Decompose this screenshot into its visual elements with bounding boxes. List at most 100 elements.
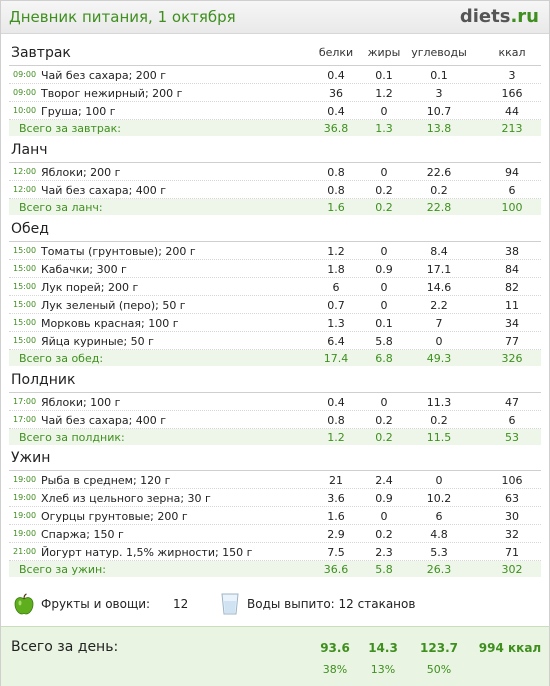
day-total-label: Всего за день: <box>11 639 119 655</box>
meal-total-fat: 0.2 <box>375 431 393 444</box>
food-name[interactable]: Чай без сахара; 400 г <box>41 414 167 427</box>
meal-total-fat: 6.8 <box>375 352 393 365</box>
food-carbs: 8.4 <box>430 245 448 258</box>
food-name[interactable]: Яблоки; 100 г <box>41 396 121 409</box>
food-time: 21:00 <box>13 547 37 556</box>
food-protein: 7.5 <box>327 546 345 559</box>
meal-total-row: Всего за обед: 17.4 6.8 49.3 326 <box>9 350 541 366</box>
food-row[interactable]: 19:00 Спаржа; 150 г 2.9 0.2 4.8 32 <box>9 525 541 543</box>
meal-total-kcal: 326 <box>501 352 523 365</box>
food-name[interactable]: Груша; 100 г <box>41 105 116 118</box>
food-name[interactable]: Творог нежирный; 200 г <box>41 87 183 100</box>
food-time: 09:00 <box>13 70 37 79</box>
meal-total-row: Всего за полдник: 1.2 0.2 11.5 53 <box>9 429 541 445</box>
food-fat: 0.1 <box>375 317 393 330</box>
food-carbs: 0.2 <box>430 414 448 427</box>
food-row[interactable]: 10:00 Груша; 100 г 0.4 0 10.7 44 <box>9 102 541 120</box>
food-name[interactable]: Йогурт натур. 1,5% жирности; 150 г <box>41 546 253 559</box>
food-fat: 0 <box>380 510 388 523</box>
meal-title: Завтрак <box>11 45 71 61</box>
meal-total-protein: 1.6 <box>327 201 345 214</box>
food-row[interactable]: 21:00 Йогурт натур. 1,5% жирности; 150 г 7… <box>9 543 541 561</box>
food-fat: 1.2 <box>375 87 393 100</box>
food-name[interactable]: Чай без сахара; 400 г <box>41 184 167 197</box>
food-carbs: 0.2 <box>430 184 448 197</box>
fruits-value: 12 <box>173 597 189 611</box>
food-protein: 0.4 <box>327 69 345 82</box>
food-row[interactable]: 15:00 Морковь красная; 100 г 1.3 0.1 7 34 <box>9 314 541 332</box>
food-fat: 0.9 <box>375 492 393 505</box>
food-row[interactable]: 15:00 Томаты (грунтовые); 200 г 1.2 0 8.4 38 <box>9 242 541 260</box>
food-fat: 0 <box>380 105 388 118</box>
food-kcal: 47 <box>505 396 519 409</box>
food-row[interactable]: 12:00 Чай без сахара; 400 г 0.8 0.2 0.2 6 <box>9 181 541 199</box>
food-row[interactable]: 19:00 Хлеб из цельного зерна; 30 г 3.6 0.9 1… <box>9 489 541 507</box>
meal-total-label: Всего за обед: <box>19 352 104 365</box>
food-kcal: 6 <box>508 184 516 197</box>
food-time: 19:00 <box>13 511 37 520</box>
meal-divider <box>9 162 541 163</box>
food-protein: 1.8 <box>327 263 345 276</box>
food-name[interactable]: Морковь красная; 100 г <box>41 317 179 330</box>
food-name[interactable]: Яблоки; 200 г <box>41 166 121 179</box>
food-row[interactable]: 19:00 Рыба в среднем; 120 г 21 2.4 0 106 <box>9 471 541 489</box>
food-row[interactable]: 09:00 Творог нежирный; 200 г 36 1.2 3 166 <box>9 84 541 102</box>
day-total-protein: 93.6 <box>320 641 350 655</box>
food-row[interactable]: 15:00 Лук порей; 200 г 6 0 14.6 82 <box>9 278 541 296</box>
food-name[interactable]: Лук зеленый (перо); 50 г <box>41 299 186 312</box>
food-carbs: 0.1 <box>430 69 448 82</box>
food-name[interactable]: Огурцы грунтовые; 200 г <box>41 510 188 523</box>
meal-total-carbs: 13.8 <box>426 122 452 135</box>
food-row[interactable]: 15:00 Кабачки; 300 г 1.8 0.9 17.1 84 <box>9 260 541 278</box>
food-fat: 0 <box>380 281 388 294</box>
food-row[interactable]: 12:00 Яблоки; 200 г 0.8 0 22.6 94 <box>9 163 541 181</box>
food-carbs: 11.3 <box>426 396 452 409</box>
food-carbs: 6 <box>435 510 443 523</box>
header-bar: Дневник питания, 1 октября diets.ru <box>1 1 549 34</box>
food-row[interactable]: 17:00 Чай без сахара; 400 г 0.8 0.2 0.2 6 <box>9 411 541 429</box>
food-protein: 6 <box>332 281 340 294</box>
food-row[interactable]: 17:00 Яблоки; 100 г 0.4 0 11.3 47 <box>9 393 541 411</box>
meal-title: Обед <box>11 221 49 237</box>
food-kcal: 166 <box>501 87 523 100</box>
food-name[interactable]: Чай без сахара; 200 г <box>41 69 167 82</box>
food-row[interactable]: 15:00 Лук зеленый (перо); 50 г 0.7 0 2.2 11 <box>9 296 541 314</box>
food-protein: 3.6 <box>327 492 345 505</box>
food-name[interactable]: Томаты (грунтовые); 200 г <box>41 245 196 258</box>
food-name[interactable]: Рыба в среднем; 120 г <box>41 474 171 487</box>
food-kcal: 38 <box>505 245 519 258</box>
food-protein: 0.4 <box>327 396 345 409</box>
meal-total-kcal: 53 <box>505 431 519 444</box>
food-time: 19:00 <box>13 475 37 484</box>
food-protein: 0.8 <box>327 414 345 427</box>
meal-total-carbs: 11.5 <box>426 431 452 444</box>
food-name[interactable]: Лук порей; 200 г <box>41 281 139 294</box>
food-fat: 0 <box>380 166 388 179</box>
food-protein: 21 <box>329 474 343 487</box>
food-protein: 0.8 <box>327 184 345 197</box>
food-carbs: 4.8 <box>430 528 448 541</box>
apple-icon <box>14 593 34 615</box>
food-name[interactable]: Яйца куриные; 50 г <box>41 335 154 348</box>
food-name[interactable]: Кабачки; 300 г <box>41 263 127 276</box>
food-time: 12:00 <box>13 185 37 194</box>
day-total-fat: 14.3 <box>368 641 398 655</box>
food-name[interactable]: Хлеб из цельного зерна; 30 г <box>41 492 211 505</box>
col-fat-header: жиры <box>367 46 401 59</box>
site-logo[interactable]: diets.ru <box>460 6 539 27</box>
food-carbs: 17.1 <box>426 263 452 276</box>
food-row[interactable]: 15:00 Яйца куриные; 50 г 6.4 5.8 0 77 <box>9 332 541 350</box>
food-fat: 0.2 <box>375 414 393 427</box>
food-kcal: 34 <box>505 317 519 330</box>
food-time: 19:00 <box>13 529 37 538</box>
meal-title: Полдник <box>11 372 76 388</box>
food-kcal: 6 <box>508 414 516 427</box>
meal-total-kcal: 100 <box>501 201 523 214</box>
food-row[interactable]: 19:00 Огурцы грунтовые; 200 г 1.6 0 6 30 <box>9 507 541 525</box>
col-kcal-header: ккал <box>498 46 526 59</box>
food-time: 09:00 <box>13 88 37 97</box>
food-kcal: 106 <box>501 474 523 487</box>
meal-divider <box>9 392 541 393</box>
food-row[interactable]: 09:00 Чай без сахара; 200 г 0.4 0.1 0.1 3 <box>9 66 541 84</box>
food-name[interactable]: Спаржа; 150 г <box>41 528 124 541</box>
